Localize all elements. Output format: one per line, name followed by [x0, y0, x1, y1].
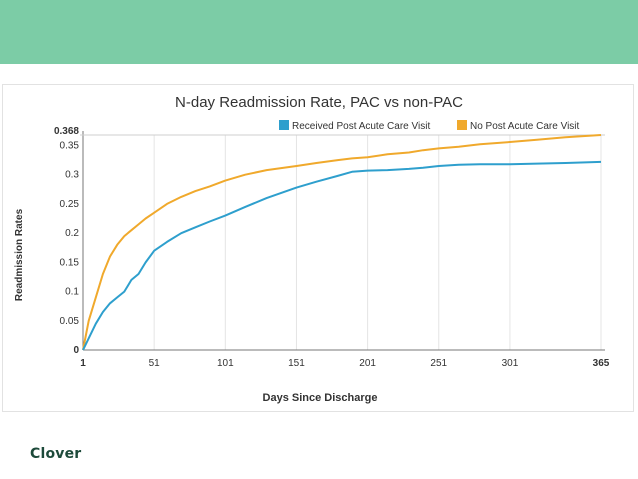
series-line-received-pac: [82, 160, 602, 351]
legend-label-received-pac: Received Post Acute Care Visit: [292, 121, 430, 132]
y-tick-label: 0.35: [60, 141, 80, 152]
legend-label-no-pac: No Post Acute Care Visit: [470, 121, 580, 132]
legend-swatch-no-pac: [457, 120, 467, 130]
grid: [153, 135, 602, 350]
series-line-no-pac: [82, 134, 602, 351]
x-tick-label: 201: [359, 358, 376, 369]
y-axis-label: Readmission Rates: [14, 208, 25, 301]
chart-card: N-day Readmission Rate, PAC vs non-PAC R…: [2, 84, 634, 412]
x-tick-label: 251: [430, 358, 447, 369]
legend-swatch-received-pac: [279, 120, 289, 130]
x-tick-label: 301: [502, 358, 519, 369]
y-tick-label: 0.15: [60, 257, 80, 268]
series-lines: [82, 134, 602, 351]
legend: Received Post Acute Care Visit No Post A…: [279, 120, 580, 132]
x-tick-label: 365: [593, 358, 610, 369]
header-band: [0, 0, 638, 64]
chart-title: N-day Readmission Rate, PAC vs non-PAC: [175, 94, 463, 111]
x-tick-label: 51: [149, 358, 161, 369]
y-tick-label: 0.25: [60, 199, 80, 210]
y-tick-label: 0.368: [54, 126, 79, 137]
readmission-chart: N-day Readmission Rate, PAC vs non-PAC R…: [14, 94, 610, 404]
y-tick-label: 0.3: [65, 170, 79, 181]
x-tick-label: 1: [80, 358, 86, 369]
y-tick-label: 0: [73, 345, 79, 356]
y-tick-label: 0.2: [65, 228, 79, 239]
y-tick-label: 0.1: [65, 287, 79, 298]
x-axis-label: Days Since Discharge: [263, 392, 378, 404]
brand-logo-text: Clover: [30, 446, 82, 462]
axes: 1 51 101 151 201 251 301 36500.050.10.150.20.25…: [54, 126, 610, 369]
x-tick-label: 101: [217, 358, 234, 369]
y-tick-label: 0.05: [60, 316, 80, 327]
x-tick-label: 151: [288, 358, 305, 369]
